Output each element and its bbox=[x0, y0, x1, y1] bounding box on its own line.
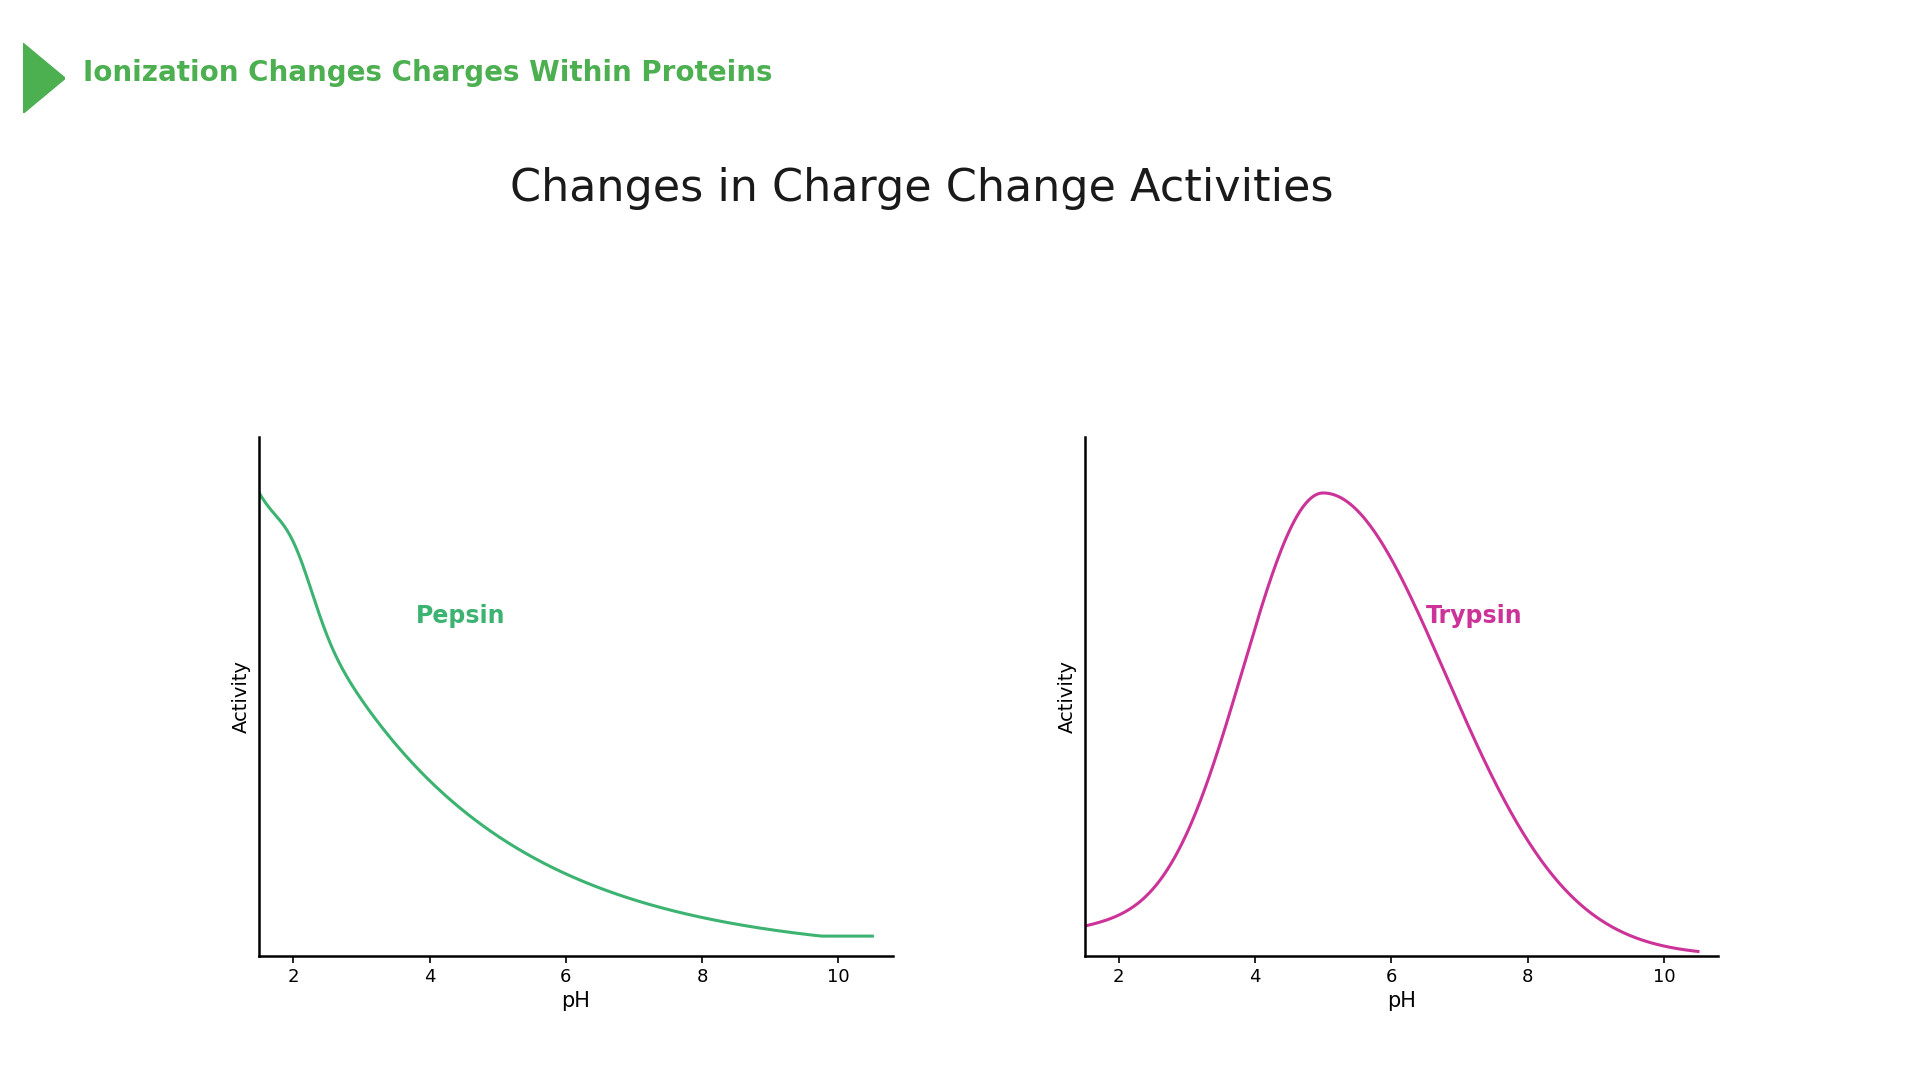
Text: Changes in Charge Change Activities: Changes in Charge Change Activities bbox=[511, 167, 1332, 211]
Y-axis label: Activity: Activity bbox=[232, 660, 252, 733]
Polygon shape bbox=[23, 43, 65, 113]
X-axis label: pH: pH bbox=[561, 991, 591, 1011]
Text: Trypsin: Trypsin bbox=[1425, 604, 1523, 627]
Text: Ionization Changes Charges Within Proteins: Ionization Changes Charges Within Protei… bbox=[83, 59, 772, 87]
Text: Pepsin: Pepsin bbox=[417, 604, 505, 627]
X-axis label: pH: pH bbox=[1386, 991, 1417, 1011]
Y-axis label: Activity: Activity bbox=[1058, 660, 1077, 733]
